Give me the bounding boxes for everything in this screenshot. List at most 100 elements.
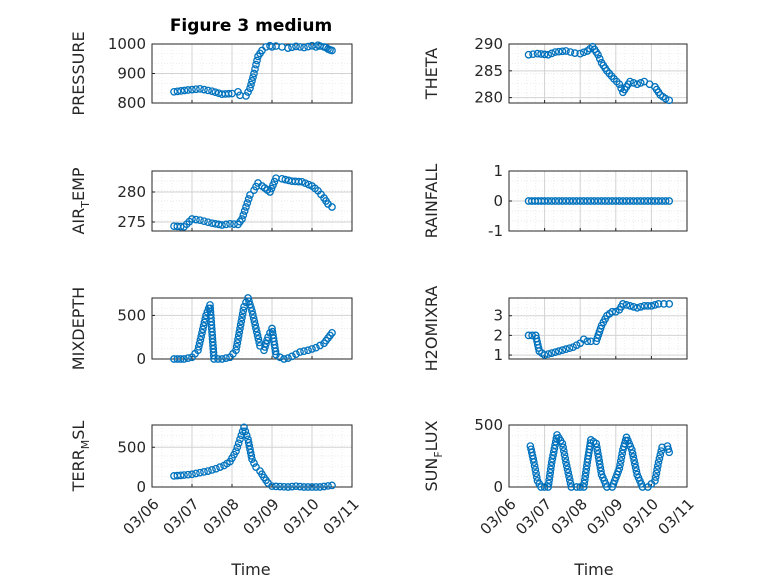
data-point [544, 483, 553, 491]
data-point [170, 87, 178, 96]
data-point [252, 60, 260, 69]
data-point [657, 447, 666, 455]
data-point [248, 77, 256, 85]
data-point [665, 448, 674, 457]
data-point [204, 218, 212, 227]
x-tick-label: 03/10 [619, 495, 662, 538]
y-tick-label: 0 [136, 478, 146, 496]
data-point [654, 458, 663, 467]
data-point [661, 94, 670, 103]
y-tick-label: 0 [136, 350, 146, 368]
data-point [546, 465, 555, 474]
data-point [603, 483, 611, 491]
data-point [235, 328, 244, 336]
y-label-main: AIR [69, 208, 88, 235]
data-point [572, 483, 581, 491]
data-point [617, 84, 625, 93]
data-point [608, 197, 617, 205]
y-label-main: H2OMIXRA [422, 286, 441, 372]
data-point [547, 49, 556, 58]
data-point [208, 87, 216, 96]
data-point [530, 462, 539, 470]
data-point [547, 461, 556, 470]
data-point [665, 197, 674, 205]
data-point [184, 86, 192, 94]
data-point [236, 321, 245, 329]
y-tick-label: 290 [474, 35, 503, 53]
data-point [627, 445, 636, 454]
data-point [188, 470, 196, 479]
data-point [615, 197, 624, 205]
data-point [238, 313, 246, 322]
data-point [576, 49, 585, 58]
data-point [562, 47, 570, 55]
y-tick-label: 280 [117, 183, 146, 201]
data-point [562, 197, 570, 205]
data-point [196, 335, 205, 344]
data-point [558, 47, 567, 56]
data-point [244, 294, 252, 302]
data-point [611, 197, 620, 205]
data-point [664, 445, 673, 454]
data-point [180, 355, 188, 363]
axes-box [508, 43, 688, 104]
data-point [312, 43, 320, 51]
x-tick-label: 03/10 [279, 495, 322, 538]
data-point [629, 79, 638, 87]
data-point [268, 482, 276, 491]
x-tick-label: 03/11 [654, 495, 697, 538]
y-tick-label: 1 [493, 162, 503, 180]
data-point [656, 450, 665, 459]
data-point [194, 346, 202, 355]
data-point [284, 483, 292, 491]
data-point [626, 77, 634, 86]
data-point [551, 197, 560, 205]
data-point [263, 336, 271, 345]
data-point [554, 347, 563, 355]
data-point [226, 219, 234, 228]
data-point [192, 85, 200, 94]
data-point [184, 470, 192, 479]
data-point [547, 349, 556, 357]
y-label-subscript: F [432, 451, 445, 457]
data-point [177, 87, 185, 95]
data-point [534, 344, 543, 352]
data-point [654, 197, 663, 205]
data-point [558, 346, 567, 354]
data-point [300, 347, 308, 356]
data-point [640, 197, 649, 205]
data-point [288, 352, 296, 361]
data-point [567, 483, 576, 491]
data-point [561, 454, 570, 463]
data-point [296, 43, 304, 51]
data-point [628, 449, 637, 458]
data-point [665, 96, 674, 105]
data-point [630, 456, 638, 465]
data-point [566, 48, 575, 56]
data-point [633, 80, 642, 89]
data-point [212, 464, 220, 473]
data-point [533, 49, 542, 58]
y-label-main: MIXDEPTH [69, 287, 88, 370]
x-axis-label-right: Time [573, 560, 613, 579]
data-point [537, 483, 545, 491]
data-point [622, 301, 631, 309]
data-point [268, 43, 276, 51]
data-point [296, 482, 304, 491]
data-point [242, 431, 251, 440]
data-point [579, 197, 588, 205]
data-point [204, 467, 212, 475]
y-tick-label: 900 [117, 65, 146, 83]
data-point [234, 335, 242, 344]
y-axis-label: SUNFLUX [422, 420, 445, 491]
y-axis-label: AIRTEMP [69, 167, 92, 234]
data-point [238, 310, 247, 318]
data-point [242, 203, 250, 211]
data-point [595, 54, 604, 63]
y-tick-label: 500 [117, 306, 146, 324]
data-point [587, 337, 595, 346]
y-label-subscript: M [79, 440, 92, 450]
data-point [579, 483, 588, 491]
data-point [548, 454, 557, 463]
data-point [581, 468, 590, 477]
